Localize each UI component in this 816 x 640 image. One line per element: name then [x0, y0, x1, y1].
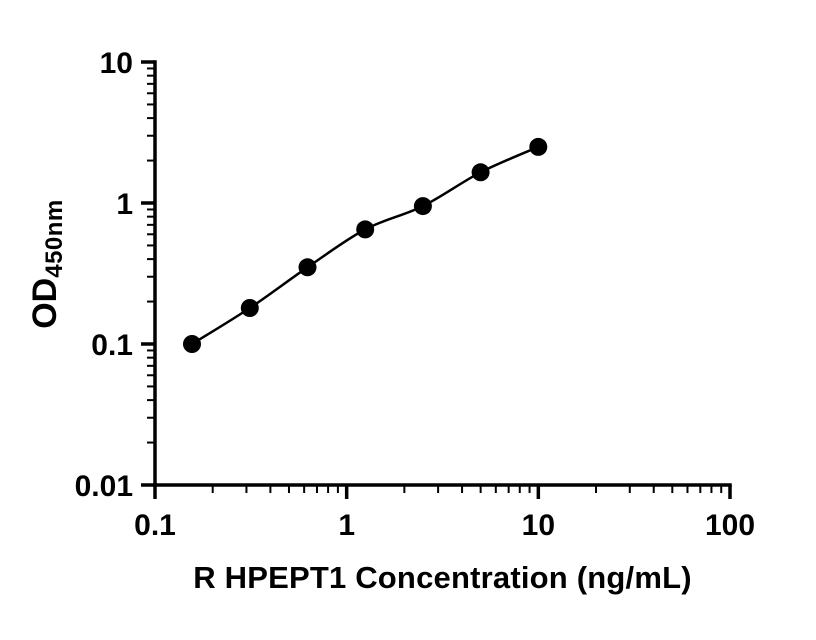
data-point [529, 137, 548, 156]
y-tick-label: 0.1 [91, 329, 133, 362]
x-axis-title: R HPEPT1 Concentration (ng/mL) [193, 560, 692, 595]
data-point [471, 163, 490, 182]
data-point [240, 299, 259, 317]
x-tick-label: 0.1 [134, 509, 176, 542]
y-axis-title: OD450nm [23, 114, 68, 414]
x-tick-label: 100 [705, 509, 755, 542]
y-tick-label: 10 [100, 47, 133, 80]
data-point [298, 258, 317, 277]
y-tick-label: 1 [116, 188, 133, 221]
x-tick-label: 10 [522, 509, 555, 542]
axes [153, 60, 732, 487]
data-point [183, 335, 201, 353]
x-tick-label: 1 [338, 509, 355, 542]
y-tick-label: 0.01 [75, 470, 133, 503]
y-axis-title-subscript: 450nm [41, 199, 68, 278]
y-axis-title-main: OD [26, 277, 64, 329]
data-point [413, 197, 432, 216]
data-point [356, 220, 375, 239]
